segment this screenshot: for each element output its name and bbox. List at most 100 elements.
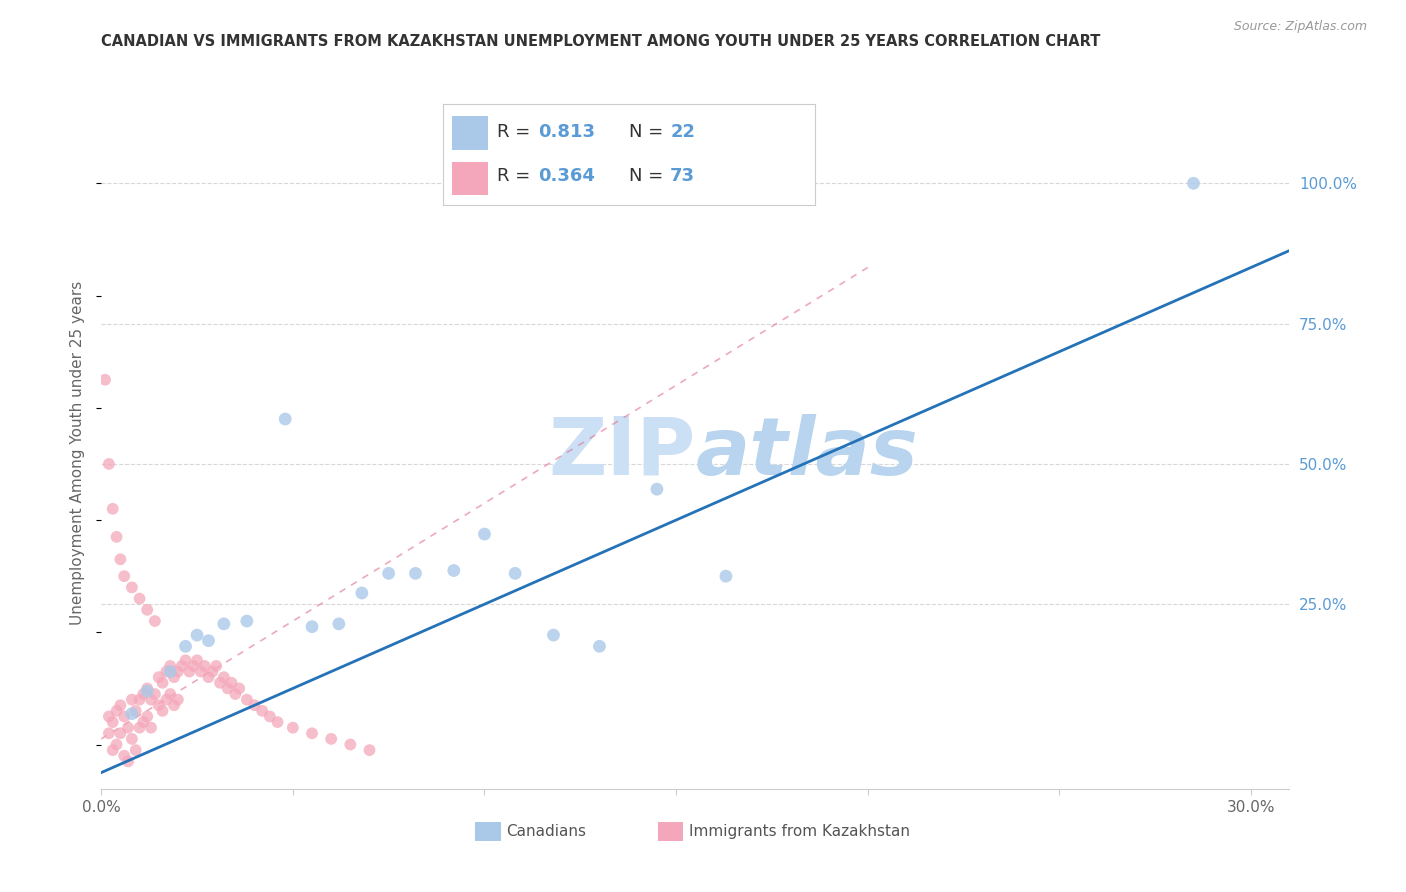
Point xyxy=(148,698,170,713)
Point xyxy=(228,681,250,696)
Point xyxy=(128,591,150,606)
Point xyxy=(259,709,281,723)
Point xyxy=(121,692,143,706)
Point xyxy=(159,665,181,679)
Point xyxy=(110,552,132,566)
Text: Canadians: Canadians xyxy=(506,824,586,838)
Point xyxy=(503,566,526,581)
Point xyxy=(105,704,128,718)
Point xyxy=(194,659,217,673)
Text: atlas: atlas xyxy=(696,414,918,491)
Point xyxy=(209,675,232,690)
Point xyxy=(221,675,243,690)
Point xyxy=(205,659,228,673)
Point xyxy=(443,564,465,578)
Point xyxy=(101,501,124,516)
Point xyxy=(121,706,143,721)
Point xyxy=(588,640,610,654)
Text: N =: N = xyxy=(630,168,669,186)
Text: ZIP: ZIP xyxy=(548,414,696,491)
Point xyxy=(274,412,297,426)
Point xyxy=(125,743,148,757)
Text: 0.364: 0.364 xyxy=(538,168,595,186)
Point xyxy=(350,586,373,600)
Point xyxy=(321,731,343,746)
Point xyxy=(236,614,259,628)
Point xyxy=(174,640,197,654)
Point xyxy=(112,569,135,583)
Point xyxy=(543,628,565,642)
Point xyxy=(112,748,135,763)
FancyBboxPatch shape xyxy=(453,161,488,195)
Point xyxy=(224,687,246,701)
Point xyxy=(136,681,159,696)
Text: CANADIAN VS IMMIGRANTS FROM KAZAKHSTAN UNEMPLOYMENT AMONG YOUTH UNDER 25 YEARS C: CANADIAN VS IMMIGRANTS FROM KAZAKHSTAN U… xyxy=(101,34,1101,49)
Point xyxy=(97,726,120,740)
Text: Immigrants from Kazakhstan: Immigrants from Kazakhstan xyxy=(689,824,910,838)
Point xyxy=(152,704,174,718)
Point xyxy=(281,721,304,735)
Point xyxy=(645,482,668,496)
Point xyxy=(174,653,197,667)
Point xyxy=(97,709,120,723)
Point xyxy=(155,665,177,679)
Point xyxy=(128,692,150,706)
Point xyxy=(405,566,427,581)
Text: 22: 22 xyxy=(671,123,695,141)
Point xyxy=(197,670,219,684)
Text: N =: N = xyxy=(630,123,669,141)
Point xyxy=(328,616,350,631)
Point xyxy=(121,581,143,595)
Point xyxy=(97,457,120,471)
Point xyxy=(186,653,208,667)
Point xyxy=(128,721,150,735)
Point xyxy=(377,566,399,581)
Y-axis label: Unemployment Among Youth under 25 years: Unemployment Among Youth under 25 years xyxy=(70,281,86,624)
Text: Source: ZipAtlas.com: Source: ZipAtlas.com xyxy=(1233,20,1367,33)
Point xyxy=(101,743,124,757)
Text: R =: R = xyxy=(496,168,536,186)
Point xyxy=(139,721,162,735)
Point xyxy=(139,692,162,706)
Point xyxy=(167,665,190,679)
Point xyxy=(136,603,159,617)
Point xyxy=(714,569,737,583)
Point xyxy=(132,687,155,701)
Point xyxy=(125,704,148,718)
Point xyxy=(117,755,139,769)
Point xyxy=(243,698,266,713)
Point xyxy=(212,670,235,684)
Point xyxy=(167,692,190,706)
Point xyxy=(301,620,323,634)
Point xyxy=(212,616,235,631)
Point xyxy=(170,659,193,673)
Point xyxy=(1182,177,1205,191)
Point xyxy=(236,692,259,706)
Point xyxy=(136,684,159,698)
Point xyxy=(301,726,323,740)
FancyBboxPatch shape xyxy=(453,117,488,150)
Point xyxy=(105,530,128,544)
Point xyxy=(105,738,128,752)
Text: R =: R = xyxy=(496,123,536,141)
Point xyxy=(163,698,186,713)
Point xyxy=(197,633,219,648)
Point xyxy=(110,726,132,740)
Point xyxy=(101,715,124,730)
Point xyxy=(136,709,159,723)
Point xyxy=(474,527,496,541)
Point xyxy=(159,687,181,701)
Point xyxy=(266,715,288,730)
Point xyxy=(163,670,186,684)
Point xyxy=(339,738,361,752)
Point xyxy=(143,687,166,701)
Text: 0.813: 0.813 xyxy=(538,123,595,141)
Point xyxy=(159,659,181,673)
Point xyxy=(152,675,174,690)
Point xyxy=(117,721,139,735)
Point xyxy=(179,665,201,679)
Point xyxy=(132,715,155,730)
Point xyxy=(181,659,204,673)
Point xyxy=(190,665,212,679)
Point xyxy=(148,670,170,684)
